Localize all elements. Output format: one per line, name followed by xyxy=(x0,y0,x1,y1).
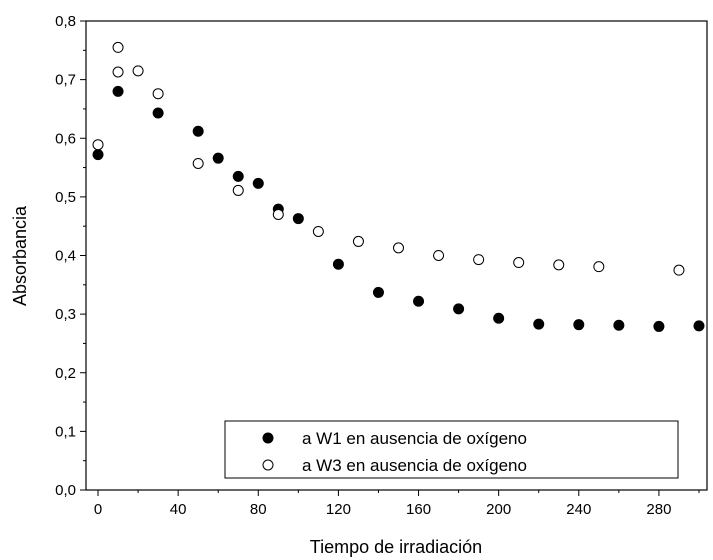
x-tick-label: 200 xyxy=(486,501,511,518)
y-tick-label: 0,4 xyxy=(55,248,76,265)
y-tick-label: 0,6 xyxy=(55,130,76,147)
w1-data-point xyxy=(533,318,545,330)
w1-data-point xyxy=(613,319,625,331)
x-axis-ticks: 0 40 80 120 160 200 240 280 xyxy=(94,490,700,518)
legend-label-w1: a W1 en ausencia de oxígeno xyxy=(302,429,527,448)
w1-data-point xyxy=(493,312,505,324)
w3-data-point xyxy=(192,157,204,169)
w1-data-point xyxy=(453,303,465,315)
x-tick-label: 80 xyxy=(250,501,267,518)
w1-data-point xyxy=(192,125,204,137)
w3-data-point xyxy=(152,88,164,100)
w3-data-point xyxy=(312,225,324,237)
x-tick-label: 240 xyxy=(566,501,591,518)
w1-data-point xyxy=(252,177,264,189)
legend-marker-w1 xyxy=(262,432,274,444)
data-points xyxy=(92,41,705,332)
x-tick-label: 160 xyxy=(406,501,431,518)
w3-data-point xyxy=(553,259,565,271)
x-axis-title: Tiempo de irradiación xyxy=(310,537,482,557)
w1-data-point xyxy=(653,320,665,332)
w3-data-point xyxy=(352,235,364,247)
w3-data-point xyxy=(393,242,405,254)
x-tick-label: 280 xyxy=(646,501,671,518)
y-tick-label: 0,7 xyxy=(55,72,76,89)
w1-data-point xyxy=(212,152,224,164)
w1-data-point xyxy=(372,286,384,298)
w1-data-point xyxy=(112,85,124,97)
y-axis-title: Absorbancia xyxy=(10,205,30,306)
w1-data-point xyxy=(292,213,304,225)
y-tick-label: 0,3 xyxy=(55,306,76,323)
w3-data-point xyxy=(593,261,605,273)
legend: a W1 en ausencia de oxígeno a W3 en ause… xyxy=(224,420,679,479)
w3-data-point xyxy=(232,184,244,196)
w1-data-point xyxy=(332,258,344,270)
w1-data-point xyxy=(92,149,104,161)
y-tick-label: 0,8 xyxy=(55,13,76,30)
w3-data-point xyxy=(513,257,525,269)
w3-data-point xyxy=(673,264,685,276)
x-tick-label: 40 xyxy=(170,501,187,518)
y-tick-label: 0,0 xyxy=(55,482,76,499)
x-tick-label: 0 xyxy=(94,501,102,518)
w1-data-point xyxy=(232,170,244,182)
w3-data-point xyxy=(92,139,104,151)
w1-data-point xyxy=(573,319,585,331)
y-axis-ticks: 0,0 0,1 0,2 0,3 0,4 0,5 0,6 0,7 0,8 xyxy=(55,13,86,499)
w3-data-point xyxy=(433,250,445,261)
w3-data-point xyxy=(112,66,124,78)
w3-data-point xyxy=(473,254,485,266)
w1-data-point xyxy=(152,107,164,119)
y-tick-label: 0,5 xyxy=(55,189,76,206)
w3-data-point xyxy=(272,208,284,220)
w3-data-point xyxy=(112,41,124,53)
y-tick-label: 0,1 xyxy=(55,423,76,440)
legend-box xyxy=(224,420,679,479)
legend-marker-w3 xyxy=(262,459,274,471)
w3-data-point xyxy=(132,65,144,77)
w1-data-point xyxy=(413,295,425,307)
y-tick-label: 0,2 xyxy=(55,365,76,382)
plot-frame xyxy=(85,20,708,491)
x-tick-label: 120 xyxy=(326,501,351,518)
legend-label-w3: a W3 en ausencia de oxígeno xyxy=(302,456,527,475)
w1-data-point xyxy=(693,320,705,332)
